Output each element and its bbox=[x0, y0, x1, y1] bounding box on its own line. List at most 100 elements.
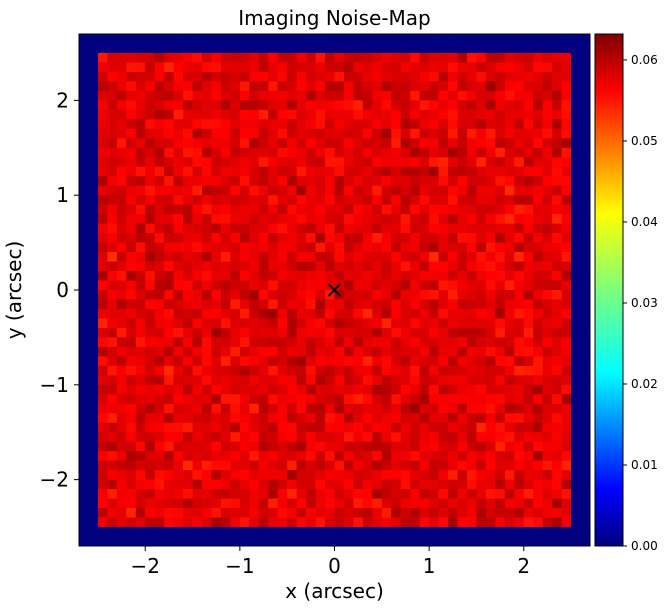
heatmap-cell bbox=[306, 422, 316, 433]
heatmap-cell bbox=[97, 460, 108, 471]
heatmap-cell bbox=[107, 460, 118, 471]
heatmap-cell bbox=[429, 280, 439, 291]
heatmap-cell bbox=[561, 233, 572, 243]
heatmap-cell bbox=[145, 413, 156, 424]
heatmap-cell bbox=[287, 204, 297, 215]
heatmap-cell bbox=[533, 157, 544, 168]
heatmap-cell bbox=[419, 43, 430, 54]
heatmap-cell bbox=[192, 90, 203, 101]
heatmap-cell bbox=[164, 394, 174, 405]
heatmap-cell bbox=[287, 308, 297, 319]
heatmap-cell bbox=[542, 365, 553, 376]
heatmap-cell bbox=[202, 195, 212, 206]
heatmap-cell bbox=[552, 365, 562, 376]
heatmap-cell bbox=[381, 214, 392, 224]
heatmap-cell bbox=[183, 536, 193, 547]
heatmap-cell bbox=[88, 233, 99, 243]
heatmap-cell bbox=[220, 166, 231, 177]
heatmap-cell bbox=[552, 327, 562, 338]
heatmap-cell bbox=[145, 498, 156, 509]
heatmap-cell bbox=[107, 138, 118, 149]
heatmap-cell bbox=[410, 422, 421, 433]
heatmap-cell bbox=[79, 375, 89, 386]
heatmap-cell bbox=[211, 242, 222, 253]
heatmap-cell bbox=[97, 451, 108, 462]
heatmap-cell bbox=[192, 43, 203, 54]
colorbar-tick-label: 0.00 bbox=[631, 539, 658, 553]
heatmap-cell bbox=[448, 204, 458, 215]
heatmap-cell bbox=[202, 100, 212, 111]
heatmap-cell bbox=[381, 536, 392, 547]
heatmap-cell bbox=[116, 498, 127, 509]
heatmap-cell bbox=[429, 147, 439, 158]
heatmap-cell bbox=[258, 195, 269, 206]
heatmap-cell bbox=[514, 214, 525, 224]
heatmap-cell bbox=[362, 233, 373, 243]
heatmap-cell bbox=[88, 242, 99, 253]
heatmap-cell bbox=[164, 413, 174, 424]
heatmap-cell bbox=[429, 422, 439, 433]
heatmap-cell bbox=[97, 166, 108, 177]
heatmap-cell bbox=[448, 460, 458, 471]
heatmap-cell bbox=[183, 375, 193, 386]
heatmap-cell bbox=[438, 233, 449, 243]
heatmap-cell bbox=[476, 508, 487, 518]
heatmap-cell bbox=[287, 517, 297, 528]
heatmap-cell bbox=[116, 432, 127, 443]
heatmap-cell bbox=[504, 527, 515, 537]
heatmap-cell bbox=[571, 271, 581, 281]
heatmap-cell bbox=[230, 176, 241, 187]
heatmap-cell bbox=[116, 100, 127, 111]
heatmap-cell bbox=[542, 43, 553, 54]
heatmap-cell bbox=[343, 271, 354, 281]
heatmap-cell bbox=[268, 479, 279, 490]
heatmap-cell bbox=[173, 52, 184, 63]
heatmap-cell bbox=[485, 365, 496, 376]
heatmap-cell bbox=[296, 252, 307, 262]
heatmap-cell bbox=[410, 460, 421, 471]
heatmap-cell bbox=[580, 52, 591, 63]
heatmap-cell bbox=[192, 81, 203, 92]
heatmap-cell bbox=[495, 128, 506, 139]
heatmap-cell bbox=[485, 327, 496, 338]
heatmap-cell bbox=[391, 176, 402, 187]
heatmap-cell bbox=[495, 119, 506, 130]
heatmap-cell bbox=[220, 100, 231, 111]
heatmap-cell bbox=[476, 517, 487, 528]
heatmap-cell bbox=[438, 109, 449, 120]
heatmap-cell bbox=[476, 536, 487, 547]
heatmap-cell bbox=[552, 252, 562, 262]
heatmap-cell bbox=[239, 508, 250, 518]
heatmap-cell bbox=[410, 138, 421, 149]
heatmap-cell bbox=[287, 71, 297, 82]
heatmap-cell bbox=[230, 517, 241, 528]
heatmap-cell bbox=[126, 508, 137, 518]
heatmap-cell bbox=[476, 233, 487, 243]
heatmap-cell bbox=[116, 375, 127, 386]
heatmap-cell bbox=[448, 176, 458, 187]
heatmap-cell bbox=[268, 81, 279, 92]
heatmap-cell bbox=[220, 508, 231, 518]
heatmap-cell bbox=[211, 479, 222, 490]
heatmap-cell bbox=[79, 195, 89, 206]
heatmap-cell bbox=[400, 498, 411, 509]
heatmap-cell bbox=[353, 233, 364, 243]
heatmap-cell bbox=[296, 498, 307, 509]
heatmap-cell bbox=[362, 441, 373, 452]
heatmap-cell bbox=[343, 441, 354, 452]
heatmap-cell bbox=[88, 356, 99, 367]
heatmap-cell bbox=[410, 451, 421, 462]
heatmap-cell bbox=[287, 242, 297, 253]
heatmap-cell bbox=[429, 517, 439, 528]
heatmap-cell bbox=[438, 432, 449, 443]
heatmap-cell bbox=[220, 195, 231, 206]
heatmap-cell bbox=[485, 394, 496, 405]
heatmap-cell bbox=[504, 242, 515, 253]
heatmap-cell bbox=[571, 356, 581, 367]
heatmap-cell bbox=[173, 195, 184, 206]
heatmap-cell bbox=[476, 185, 487, 196]
heatmap-cell bbox=[173, 346, 184, 357]
heatmap-cell bbox=[287, 290, 297, 300]
heatmap-cell bbox=[287, 318, 297, 329]
heatmap-cell bbox=[476, 441, 487, 452]
